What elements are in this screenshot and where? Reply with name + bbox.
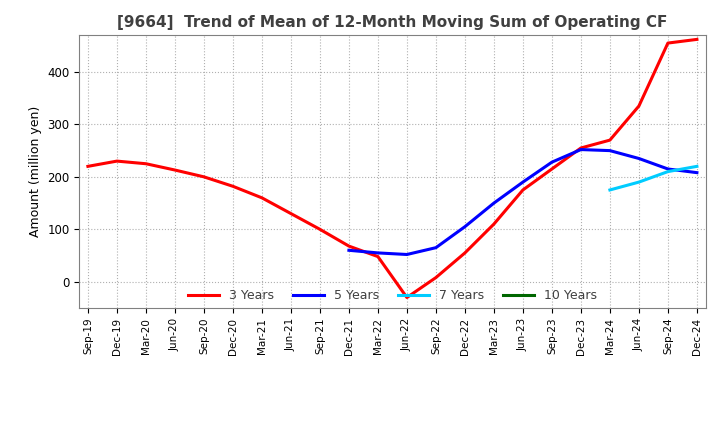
7 Years bbox=[634, 180, 643, 185]
3 Years bbox=[431, 275, 440, 280]
5 Years bbox=[518, 180, 527, 185]
5 Years bbox=[548, 160, 557, 165]
3 Years bbox=[461, 250, 469, 256]
Legend: 3 Years, 5 Years, 7 Years, 10 Years: 3 Years, 5 Years, 7 Years, 10 Years bbox=[183, 284, 602, 307]
5 Years bbox=[664, 166, 672, 172]
5 Years bbox=[461, 224, 469, 229]
3 Years bbox=[664, 40, 672, 46]
3 Years bbox=[142, 161, 150, 166]
3 Years bbox=[402, 295, 411, 300]
3 Years bbox=[112, 158, 121, 164]
5 Years bbox=[490, 201, 498, 206]
3 Years bbox=[374, 254, 382, 259]
7 Years bbox=[664, 169, 672, 174]
3 Years bbox=[548, 166, 557, 172]
Line: 3 Years: 3 Years bbox=[88, 40, 697, 297]
3 Years bbox=[171, 167, 179, 172]
Line: 5 Years: 5 Years bbox=[349, 150, 697, 254]
5 Years bbox=[693, 170, 701, 175]
3 Years bbox=[490, 221, 498, 227]
3 Years bbox=[518, 187, 527, 193]
3 Years bbox=[84, 164, 92, 169]
5 Years bbox=[345, 248, 354, 253]
Line: 7 Years: 7 Years bbox=[610, 166, 697, 190]
Title: [9664]  Trend of Mean of 12-Month Moving Sum of Operating CF: [9664] Trend of Mean of 12-Month Moving … bbox=[117, 15, 667, 30]
3 Years bbox=[315, 227, 324, 232]
3 Years bbox=[634, 103, 643, 109]
7 Years bbox=[606, 187, 614, 193]
5 Years bbox=[431, 245, 440, 250]
5 Years bbox=[402, 252, 411, 257]
5 Years bbox=[606, 148, 614, 153]
5 Years bbox=[634, 156, 643, 161]
3 Years bbox=[345, 243, 354, 249]
3 Years bbox=[258, 195, 266, 201]
5 Years bbox=[577, 147, 585, 152]
3 Years bbox=[228, 183, 237, 189]
3 Years bbox=[577, 145, 585, 150]
Y-axis label: Amount (million yen): Amount (million yen) bbox=[29, 106, 42, 237]
3 Years bbox=[606, 137, 614, 143]
7 Years bbox=[693, 164, 701, 169]
3 Years bbox=[199, 174, 208, 180]
3 Years bbox=[693, 37, 701, 42]
5 Years bbox=[374, 250, 382, 256]
3 Years bbox=[287, 211, 295, 216]
